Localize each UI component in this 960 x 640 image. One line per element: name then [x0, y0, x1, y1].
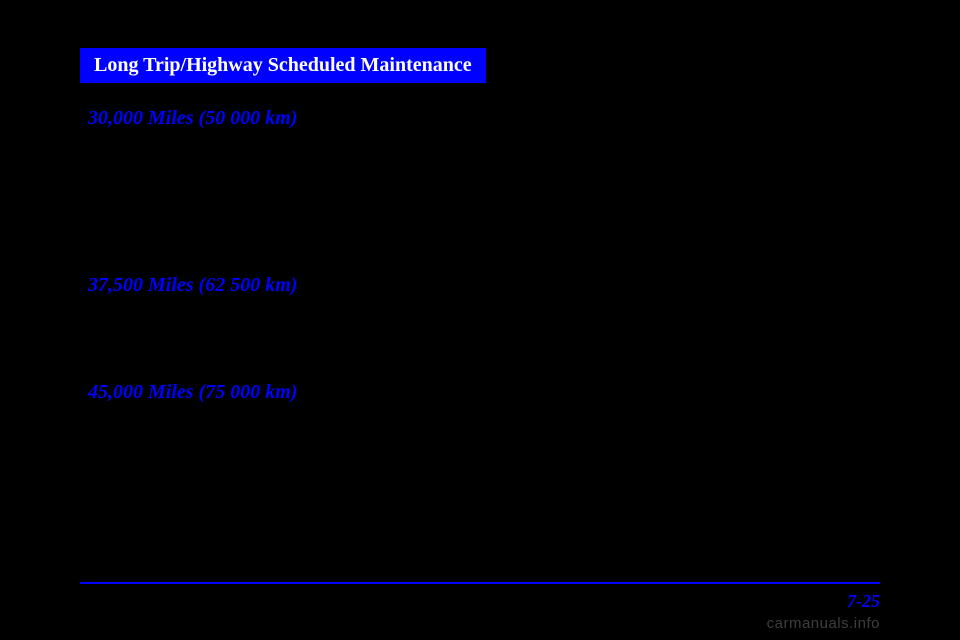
section-heading-37500: 37,500 Miles (62 500 km)	[88, 274, 880, 297]
spacer	[80, 297, 880, 357]
section-heading-45000: 45,000 Miles (75 000 km)	[88, 381, 880, 404]
footer-rule	[80, 582, 880, 584]
watermark: carmanuals.info	[767, 615, 880, 632]
section-heading-30000: 30,000 Miles (50 000 km)	[88, 107, 880, 130]
spacer	[80, 130, 880, 250]
page-content: Long Trip/Highway Scheduled Maintenance …	[80, 48, 880, 404]
page-number: 7-25	[847, 591, 880, 612]
page-banner: Long Trip/Highway Scheduled Maintenance	[80, 48, 486, 83]
